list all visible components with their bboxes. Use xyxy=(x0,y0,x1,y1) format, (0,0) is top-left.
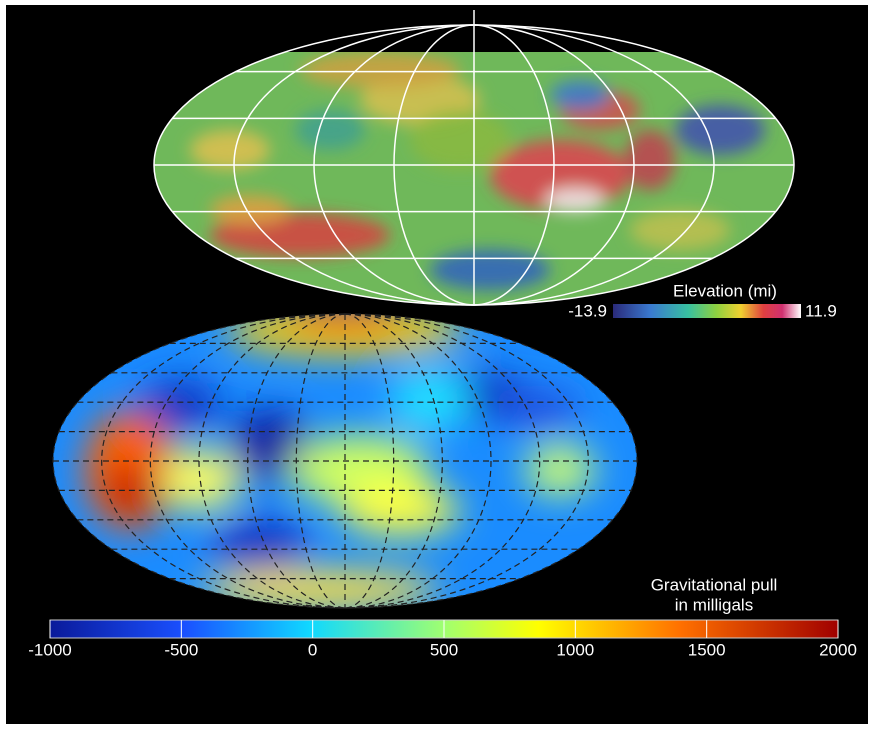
elevation-colorbar xyxy=(613,304,801,318)
colorbar-tick-label: -1000 xyxy=(28,640,71,659)
elevation-colorbar-label: Elevation (mi) xyxy=(673,281,777,300)
elevation-colorbar-max: 11.9 xyxy=(805,301,837,320)
terrain xyxy=(550,80,610,110)
terrain xyxy=(630,210,730,250)
colorbar-tick-label: 1000 xyxy=(556,640,594,659)
field xyxy=(140,380,220,430)
terrain xyxy=(190,130,270,170)
terrain xyxy=(295,110,365,150)
field xyxy=(500,390,580,430)
colorbar-tick-label: 2000 xyxy=(819,640,857,659)
terrain xyxy=(430,250,550,290)
field xyxy=(160,450,240,510)
field xyxy=(210,520,310,570)
figure: Elevation (mi) -13.9 11.9 Gravitational … xyxy=(0,0,874,729)
colorbar-tick-label: 0 xyxy=(308,640,317,659)
field xyxy=(525,445,595,495)
field xyxy=(340,485,460,535)
gravity-colorbar-label: Gravitational pull xyxy=(651,575,778,594)
gravity-colorbar-label: in milligals xyxy=(675,595,753,614)
terrain xyxy=(210,195,290,225)
field xyxy=(390,370,470,430)
terrain xyxy=(675,105,765,155)
terrain xyxy=(545,188,605,212)
elevation-colorbar-min: -13.9 xyxy=(568,301,607,320)
terrain xyxy=(300,52,460,88)
colorbar-tick-label: 500 xyxy=(430,640,458,659)
colorbar-tick-label: 1500 xyxy=(688,640,726,659)
colorbar-tick-label: -500 xyxy=(164,640,198,659)
page: {"elevation_map": {"colorbar": {"label":… xyxy=(0,0,874,729)
